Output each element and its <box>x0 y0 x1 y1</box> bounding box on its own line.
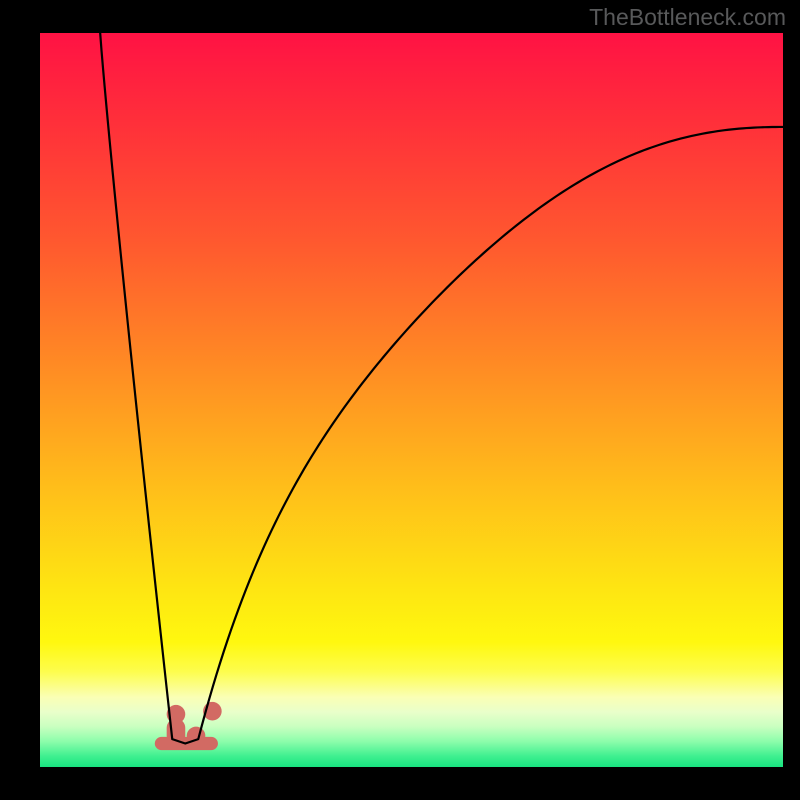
watermark-text: TheBottleneck.com <box>589 4 786 31</box>
gradient-background <box>40 33 783 767</box>
plot-area <box>40 33 783 767</box>
chart-svg <box>40 33 783 767</box>
